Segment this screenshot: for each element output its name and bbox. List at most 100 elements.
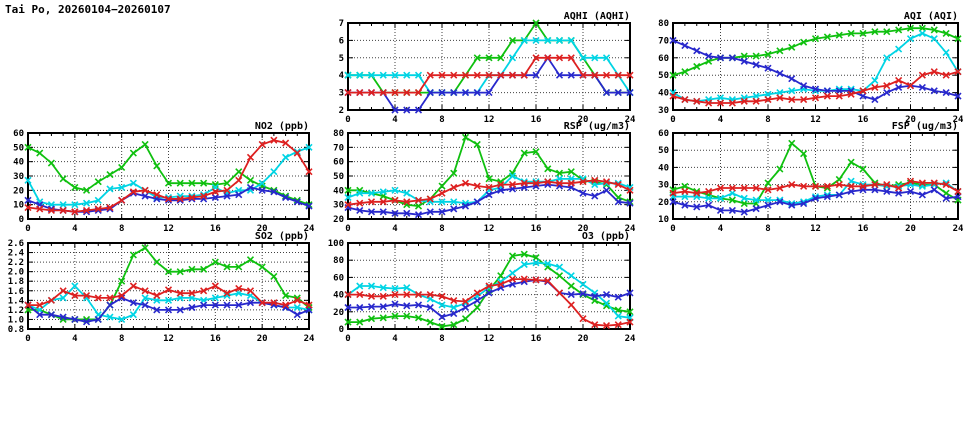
aqi-green-series <box>669 24 962 79</box>
svg-text:0: 0 <box>25 334 30 344</box>
svg-text:80: 80 <box>333 256 344 266</box>
no2-title: NO2 (ppb) <box>255 121 309 132</box>
svg-text:20: 20 <box>578 115 589 125</box>
fsp-grid <box>673 133 958 219</box>
svg-text:70: 70 <box>658 36 669 46</box>
svg-text:8: 8 <box>439 115 444 125</box>
svg-text:50: 50 <box>333 172 344 182</box>
svg-text:8: 8 <box>765 115 770 125</box>
aqi-x-axis-labels: 0 4 8 12 16 20 24 <box>670 115 964 125</box>
svg-text:30: 30 <box>658 181 669 191</box>
svg-text:20: 20 <box>658 198 669 208</box>
svg-text:24: 24 <box>953 115 964 125</box>
svg-text:40: 40 <box>13 158 24 168</box>
svg-text:0: 0 <box>670 115 675 125</box>
fsp-y-axis-labels: 10 20 30 40 50 60 <box>658 129 669 225</box>
svg-text:8: 8 <box>439 224 444 234</box>
svg-text:12: 12 <box>484 224 495 234</box>
svg-text:4: 4 <box>339 71 345 81</box>
svg-text:80: 80 <box>658 19 669 29</box>
svg-text:24: 24 <box>953 224 964 234</box>
aqhi-chart: 0 4 8 12 16 20 24 2 3 4 5 6 7 AQHI (AQHI) <box>339 11 636 125</box>
svg-text:70: 70 <box>333 143 344 153</box>
svg-text:3: 3 <box>339 89 344 99</box>
svg-text:0: 0 <box>19 215 24 225</box>
svg-text:1.8: 1.8 <box>8 277 24 287</box>
svg-text:12: 12 <box>810 115 821 125</box>
svg-text:4: 4 <box>72 224 78 234</box>
svg-text:1.6: 1.6 <box>8 287 24 297</box>
svg-text:20: 20 <box>578 334 589 344</box>
svg-text:20: 20 <box>13 186 24 196</box>
svg-text:12: 12 <box>484 334 495 344</box>
svg-text:20: 20 <box>578 224 589 234</box>
so2-red-series <box>24 282 313 309</box>
svg-text:4: 4 <box>392 334 398 344</box>
svg-text:100: 100 <box>328 239 344 249</box>
aqi-frame <box>672 22 959 111</box>
svg-text:16: 16 <box>210 334 221 344</box>
o3-y-axis-labels: 0 20 40 60 80 100 <box>328 239 344 335</box>
svg-text:2: 2 <box>339 106 344 116</box>
svg-text:1.4: 1.4 <box>8 296 25 306</box>
no2-red-series <box>24 136 313 216</box>
svg-text:4: 4 <box>392 224 398 234</box>
svg-text:1.2: 1.2 <box>8 306 24 316</box>
no2-grid <box>28 133 309 219</box>
svg-text:12: 12 <box>810 224 821 234</box>
rsp-blue-series <box>344 181 634 219</box>
so2-x-axis-labels: 0 4 8 12 16 20 24 <box>25 334 315 344</box>
svg-text:20: 20 <box>257 224 268 234</box>
o3-frame <box>347 242 631 330</box>
o3-x-axis-labels: 0 4 8 12 16 20 24 <box>345 334 636 344</box>
svg-text:10: 10 <box>658 215 669 225</box>
svg-text:60: 60 <box>658 129 669 139</box>
svg-text:0: 0 <box>25 224 30 234</box>
so2-y-axis-labels: 0.81.01.21.41.61.82.02.22.42.6 <box>8 239 25 335</box>
svg-text:16: 16 <box>531 224 542 234</box>
svg-text:1.0: 1.0 <box>8 315 24 325</box>
svg-text:0: 0 <box>339 325 344 335</box>
svg-text:60: 60 <box>13 129 24 139</box>
rsp-red-series <box>344 176 634 209</box>
fsp-blue-series <box>669 186 962 216</box>
no2-x-axis-labels: 0 4 8 12 16 20 24 <box>25 224 315 234</box>
svg-text:0: 0 <box>345 224 350 234</box>
svg-text:24: 24 <box>304 334 315 344</box>
no2-chart: 0 4 8 12 16 20 24 0 10 20 30 40 50 60 NO2 (ppb) <box>13 121 315 234</box>
svg-text:50: 50 <box>13 143 24 153</box>
so2-frame <box>27 242 310 330</box>
svg-text:12: 12 <box>484 115 495 125</box>
svg-text:16: 16 <box>210 224 221 234</box>
svg-text:2.6: 2.6 <box>8 239 24 249</box>
svg-text:8: 8 <box>439 334 444 344</box>
aqhi-ticks <box>347 22 631 111</box>
aqhi-red-series <box>344 54 634 97</box>
so2-title: SO2 (ppb) <box>255 231 309 242</box>
svg-text:60: 60 <box>333 158 344 168</box>
rsp-grid <box>348 133 630 219</box>
svg-text:16: 16 <box>531 334 542 344</box>
svg-text:2.2: 2.2 <box>8 258 24 268</box>
svg-text:16: 16 <box>858 115 869 125</box>
svg-text:0: 0 <box>345 115 350 125</box>
svg-text:12: 12 <box>163 334 174 344</box>
aqhi-title: AQHI (AQHI) <box>564 11 630 22</box>
svg-text:12: 12 <box>163 224 174 234</box>
svg-text:30: 30 <box>333 201 344 211</box>
svg-text:20: 20 <box>333 308 344 318</box>
aqi-title: AQI (AQI) <box>904 11 958 22</box>
svg-text:6: 6 <box>339 36 344 46</box>
o3-chart: 0 4 8 12 16 20 24 0 20 40 60 80 100 O3 (ppb) <box>328 231 636 344</box>
svg-text:30: 30 <box>13 172 24 182</box>
svg-text:30: 30 <box>658 106 669 116</box>
svg-text:4: 4 <box>392 115 398 125</box>
rsp-chart: 0 4 8 12 16 20 24 20 30 40 50 60 70 80 RSP (ug/m3) <box>333 121 636 234</box>
svg-text:24: 24 <box>625 224 636 234</box>
svg-text:60: 60 <box>333 273 344 283</box>
no2-green-series <box>24 140 313 209</box>
no2-y-axis-labels: 0 10 20 30 40 50 60 <box>13 129 24 225</box>
svg-text:0: 0 <box>345 334 350 344</box>
